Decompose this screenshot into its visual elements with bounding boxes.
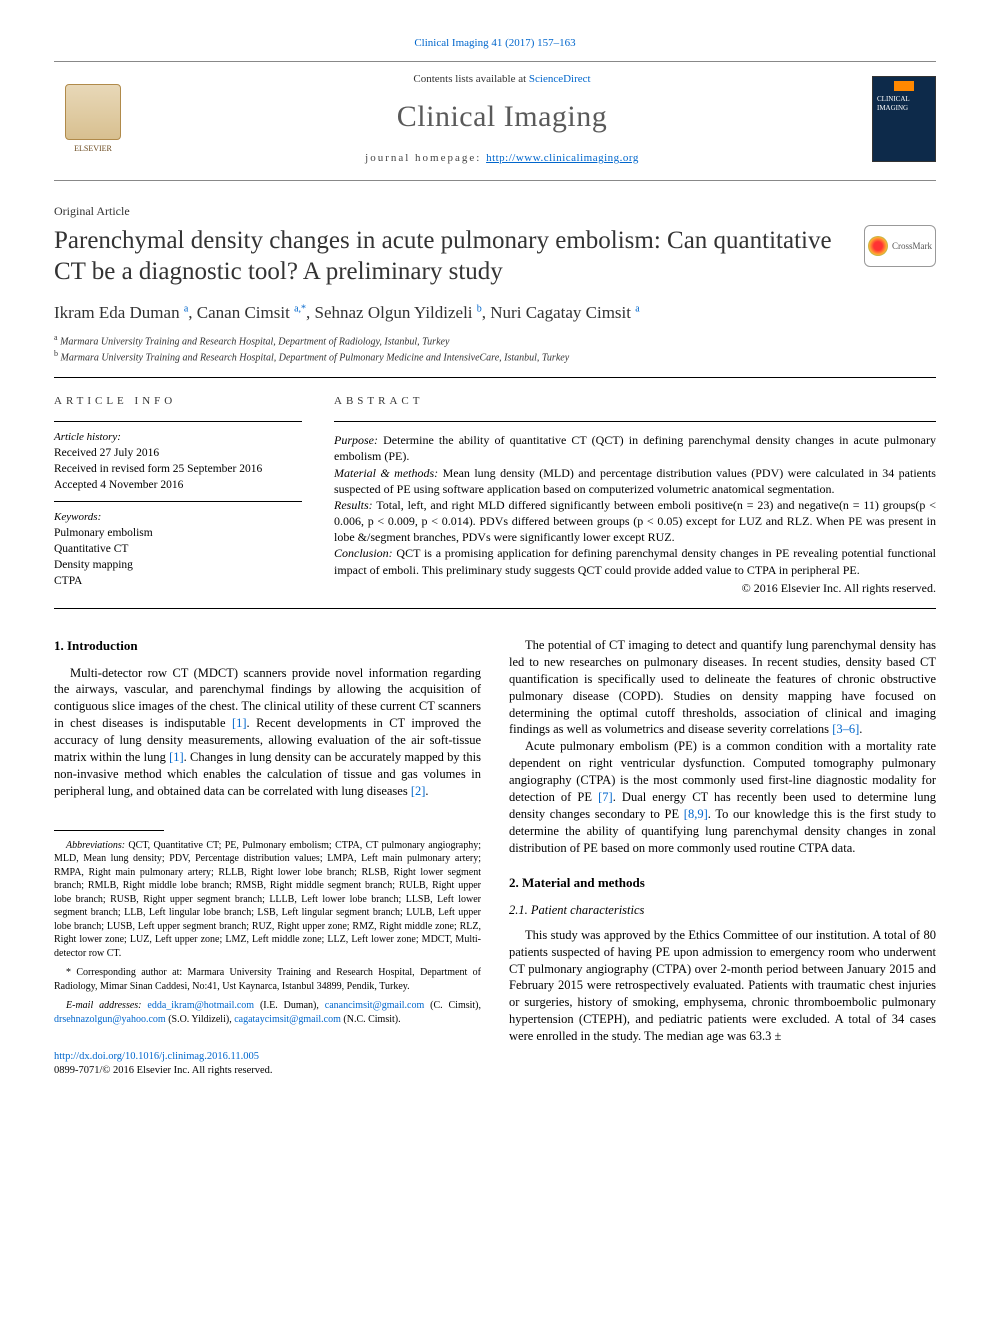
intro-p3: Acute pulmonary embolism (PE) is a commo… [509,738,936,856]
crossmark-icon [868,236,888,256]
email-link[interactable]: cagataycimsit@gmail.com [234,1014,341,1025]
issn-copyright: 0899-7071/© 2016 Elsevier Inc. All right… [54,1065,273,1076]
history-accepted: Accepted 4 November 2016 [54,477,302,493]
methods-p1: This study was approved by the Ethics Co… [509,927,936,1045]
email-link[interactable]: edda_ikram@hotmail.com [147,1000,254,1011]
corr-label: * Corresponding author at: [66,967,182,978]
email-who: (S.O. Yildizeli), [166,1014,235,1025]
email-who: (I.E. Duman), [254,1000,325,1011]
article-info-label: ARTICLE INFO [54,394,302,409]
running-citation: Clinical Imaging 41 (2017) 157–163 [54,36,936,51]
article-info: ARTICLE INFO Article history: Received 2… [54,394,302,596]
intro-p2: The potential of CT imaging to detect an… [509,637,936,738]
abs-conclusion: QCT is a promising application for defin… [334,546,936,576]
abs-results-label: Results: [334,498,373,512]
affiliation-a-text: Marmara University Training and Research… [60,336,449,347]
footnotes: Abbreviations: QCT, Quantitative CT; PE,… [54,839,481,1027]
keyword: CTPA [54,573,302,589]
article-type: Original Article [54,203,936,219]
abbrev-text: QCT, Quantitative CT; PE, Pulmonary embo… [54,840,481,959]
crossmark-label: CrossMark [892,240,932,252]
article-title: Parenchymal density changes in acute pul… [54,225,844,288]
abs-results: Total, left, and right MLD differed sign… [334,498,936,544]
email-label: E-mail addresses: [66,1000,142,1011]
abs-conclusion-label: Conclusion: [334,546,393,560]
doi-block: http://dx.doi.org/10.1016/j.clinimag.201… [54,1050,481,1078]
masthead: ELSEVIER Contents lists available at Sci… [54,61,936,181]
elsevier-logo: ELSEVIER [54,75,132,163]
affiliation-a: a Marmara University Training and Resear… [54,333,936,349]
abstract-copyright: © 2016 Elsevier Inc. All rights reserved… [334,580,936,596]
history-received: Received 27 July 2016 [54,445,302,461]
keyword: Density mapping [54,557,302,573]
homepage-line: journal homepage: http://www.clinicalima… [150,151,854,166]
affiliation-b-text: Marmara University Training and Research… [61,353,570,364]
body-left-column: 1. Introduction Multi-detector row CT (M… [54,637,481,1078]
email-link[interactable]: canancimsit@gmail.com [325,1000,424,1011]
email-who: (C. Cimsit), [424,1000,481,1011]
abstract-label: ABSTRACT [334,394,936,409]
cover-label: CLINICAL IMAGING [877,95,931,114]
elsevier-tree-icon [65,84,121,140]
history-label: Article history: [54,430,302,445]
contents-line: Contents lists available at ScienceDirec… [150,72,854,87]
section-methods-sub: 2.1. Patient characteristics [509,902,936,919]
cover-brand-icon [894,81,914,91]
email-link[interactable]: drsehnazolgun@yahoo.com [54,1014,166,1025]
section-intro-heading: 1. Introduction [54,637,481,655]
abstract-body: Purpose: Determine the ability of quanti… [334,432,936,578]
abs-purpose: Determine the ability of quantitative CT… [334,433,936,463]
abbrev-label: Abbreviations: [66,840,125,851]
contents-prefix: Contents lists available at [413,73,528,85]
journal-cover-thumb: CLINICAL IMAGING [872,76,936,162]
keyword: Quantitative CT [54,541,302,557]
abs-methods-label: Material & methods: [334,466,438,480]
footnote-separator [54,830,164,831]
abs-purpose-label: Purpose: [334,433,378,447]
homepage-link[interactable]: http://www.clinicalimaging.org [486,152,639,164]
keyword: Pulmonary embolism [54,525,302,541]
keywords-label: Keywords: [54,510,302,525]
rule-top [54,377,936,378]
doi-link[interactable]: http://dx.doi.org/10.1016/j.clinimag.201… [54,1051,259,1062]
section-methods-heading: 2. Material and methods [509,874,936,892]
email-who: (N.C. Cimsit). [341,1014,401,1025]
intro-p1: Multi-detector row CT (MDCT) scanners pr… [54,665,481,800]
affiliation-b: b Marmara University Training and Resear… [54,349,936,365]
elsevier-label: ELSEVIER [74,144,112,155]
rule-bottom [54,608,936,609]
crossmark-badge[interactable]: CrossMark [864,225,936,267]
body-right-column: The potential of CT imaging to detect an… [509,637,936,1078]
journal-name: Clinical Imaging [150,97,854,138]
homepage-prefix: journal homepage: [365,152,486,164]
sciencedirect-link[interactable]: ScienceDirect [529,73,591,85]
history-revised: Received in revised form 25 September 20… [54,461,302,477]
author-list: Ikram Eda Duman a, Canan Cimsit a,*, Seh… [54,302,936,325]
